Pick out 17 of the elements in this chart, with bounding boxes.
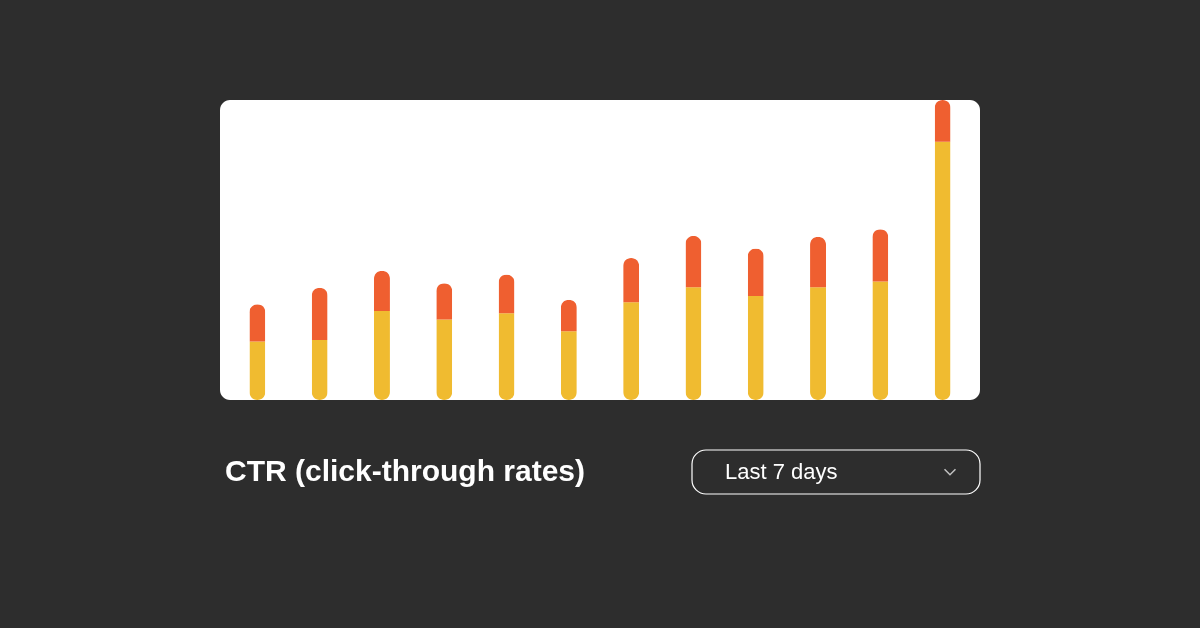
bar [810, 287, 827, 400]
bar [747, 295, 764, 400]
bar [872, 281, 889, 400]
text: CTR (click-through rates) [225, 454, 586, 487]
text: Last 7 days [725, 459, 838, 484]
bar [747, 248, 764, 296]
bar [934, 141, 951, 400]
bar [311, 340, 328, 400]
bar [560, 331, 577, 400]
bar [311, 287, 328, 340]
bar [249, 341, 266, 400]
bar [872, 229, 889, 282]
bar [436, 319, 453, 400]
bar [685, 287, 702, 400]
bar [498, 313, 515, 400]
bar [373, 310, 390, 400]
bar [623, 302, 640, 400]
